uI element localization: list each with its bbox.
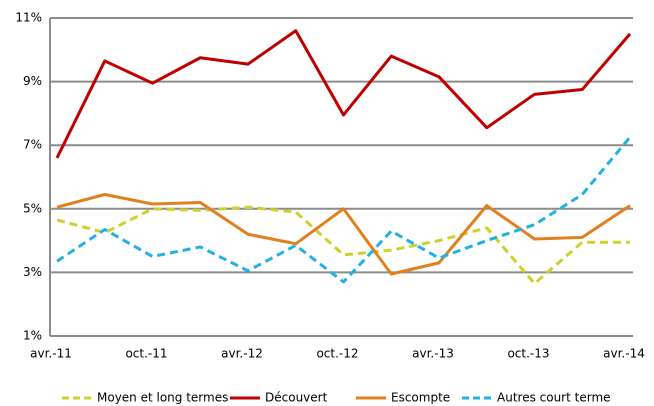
y-tick-label: 3% (23, 265, 42, 279)
x-tick-label: avr.-14 (603, 347, 645, 361)
x-tick-label: avr.-11 (30, 347, 72, 361)
series-line (55, 29, 632, 159)
x-tick-label: oct.-11 (125, 347, 167, 361)
legend-label: Moyen et long termes (97, 391, 228, 405)
series-line (56, 136, 632, 284)
y-tick-label: 11% (15, 11, 42, 25)
legend-label: Escompte (391, 391, 450, 405)
x-tick-label: avr.-13 (412, 347, 454, 361)
y-tick-label: 7% (23, 138, 42, 152)
y-tick-label: 9% (23, 74, 42, 88)
x-tick-label: oct.-13 (507, 347, 549, 361)
y-tick-label: 1% (23, 329, 42, 343)
legend-label: Autres court terme (497, 391, 611, 405)
series-line (56, 192, 631, 276)
y-tick-label: 5% (23, 201, 42, 215)
x-tick-label: oct.-12 (316, 347, 358, 361)
legend-label: Découvert (265, 391, 328, 405)
x-tick-label: avr.-12 (221, 347, 263, 361)
